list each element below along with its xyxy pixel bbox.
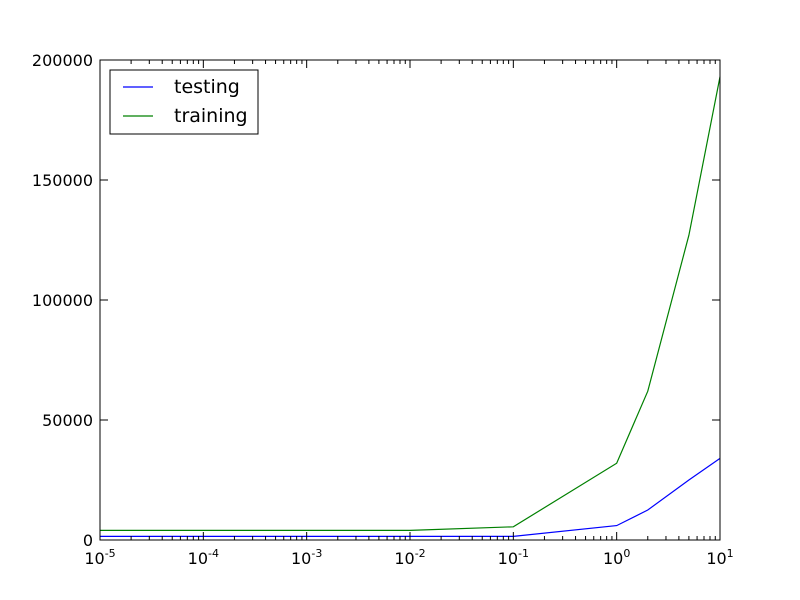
legend-box [109,69,259,135]
x-tick-label: 10-1 [498,547,529,568]
x-tick-label-base: 10 [603,549,623,568]
y-tick-label: 0 [83,531,93,550]
x-tick-label: 100 [603,547,630,568]
x-tick-label-exponent: -3 [311,547,322,560]
x-tick-label-base: 10 [706,549,726,568]
y-tick-label: 150000 [32,171,93,190]
x-tick-label-exponent: -4 [208,547,219,560]
y-tick-label: 100000 [32,291,93,310]
x-tick-label-exponent: -5 [105,547,116,560]
x-tick-label-base: 10 [291,549,311,568]
y-axis: 0 50000 100000 150000 200000 [32,51,720,550]
x-tick-label-exponent: 0 [623,547,630,560]
x-tick-label-base: 10 [84,549,104,568]
x-tick-label-base: 10 [188,549,208,568]
y-tick-label: 50000 [42,411,93,430]
x-tick-label: 10-2 [394,547,425,568]
x-tick-label-exponent: -1 [518,547,529,560]
x-tick-label: 10-5 [84,547,115,568]
legend: testing training [109,69,259,135]
legend-label: training [174,105,248,127]
x-tick-label-base: 10 [498,549,518,568]
legend-label: testing [174,76,240,98]
series-line-training [100,76,721,532]
y-tick-label: 200000 [32,51,93,70]
x-tick-label: 101 [706,547,733,568]
x-tick-label: 10-3 [291,547,322,568]
x-tick-label-exponent: -2 [415,547,426,560]
x-tick-label-base: 10 [394,549,414,568]
x-axis: 10-5 10-4 10-3 10-2 10-1 100 101 [84,60,734,568]
x-tick-label-exponent: 1 [727,547,734,560]
x-tick-label: 10-4 [188,547,219,568]
